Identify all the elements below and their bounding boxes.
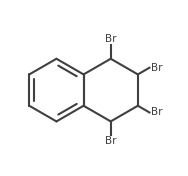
Text: Br: Br bbox=[105, 34, 116, 44]
Text: Br: Br bbox=[151, 107, 163, 117]
Text: Br: Br bbox=[105, 136, 116, 146]
Text: Br: Br bbox=[151, 63, 163, 73]
